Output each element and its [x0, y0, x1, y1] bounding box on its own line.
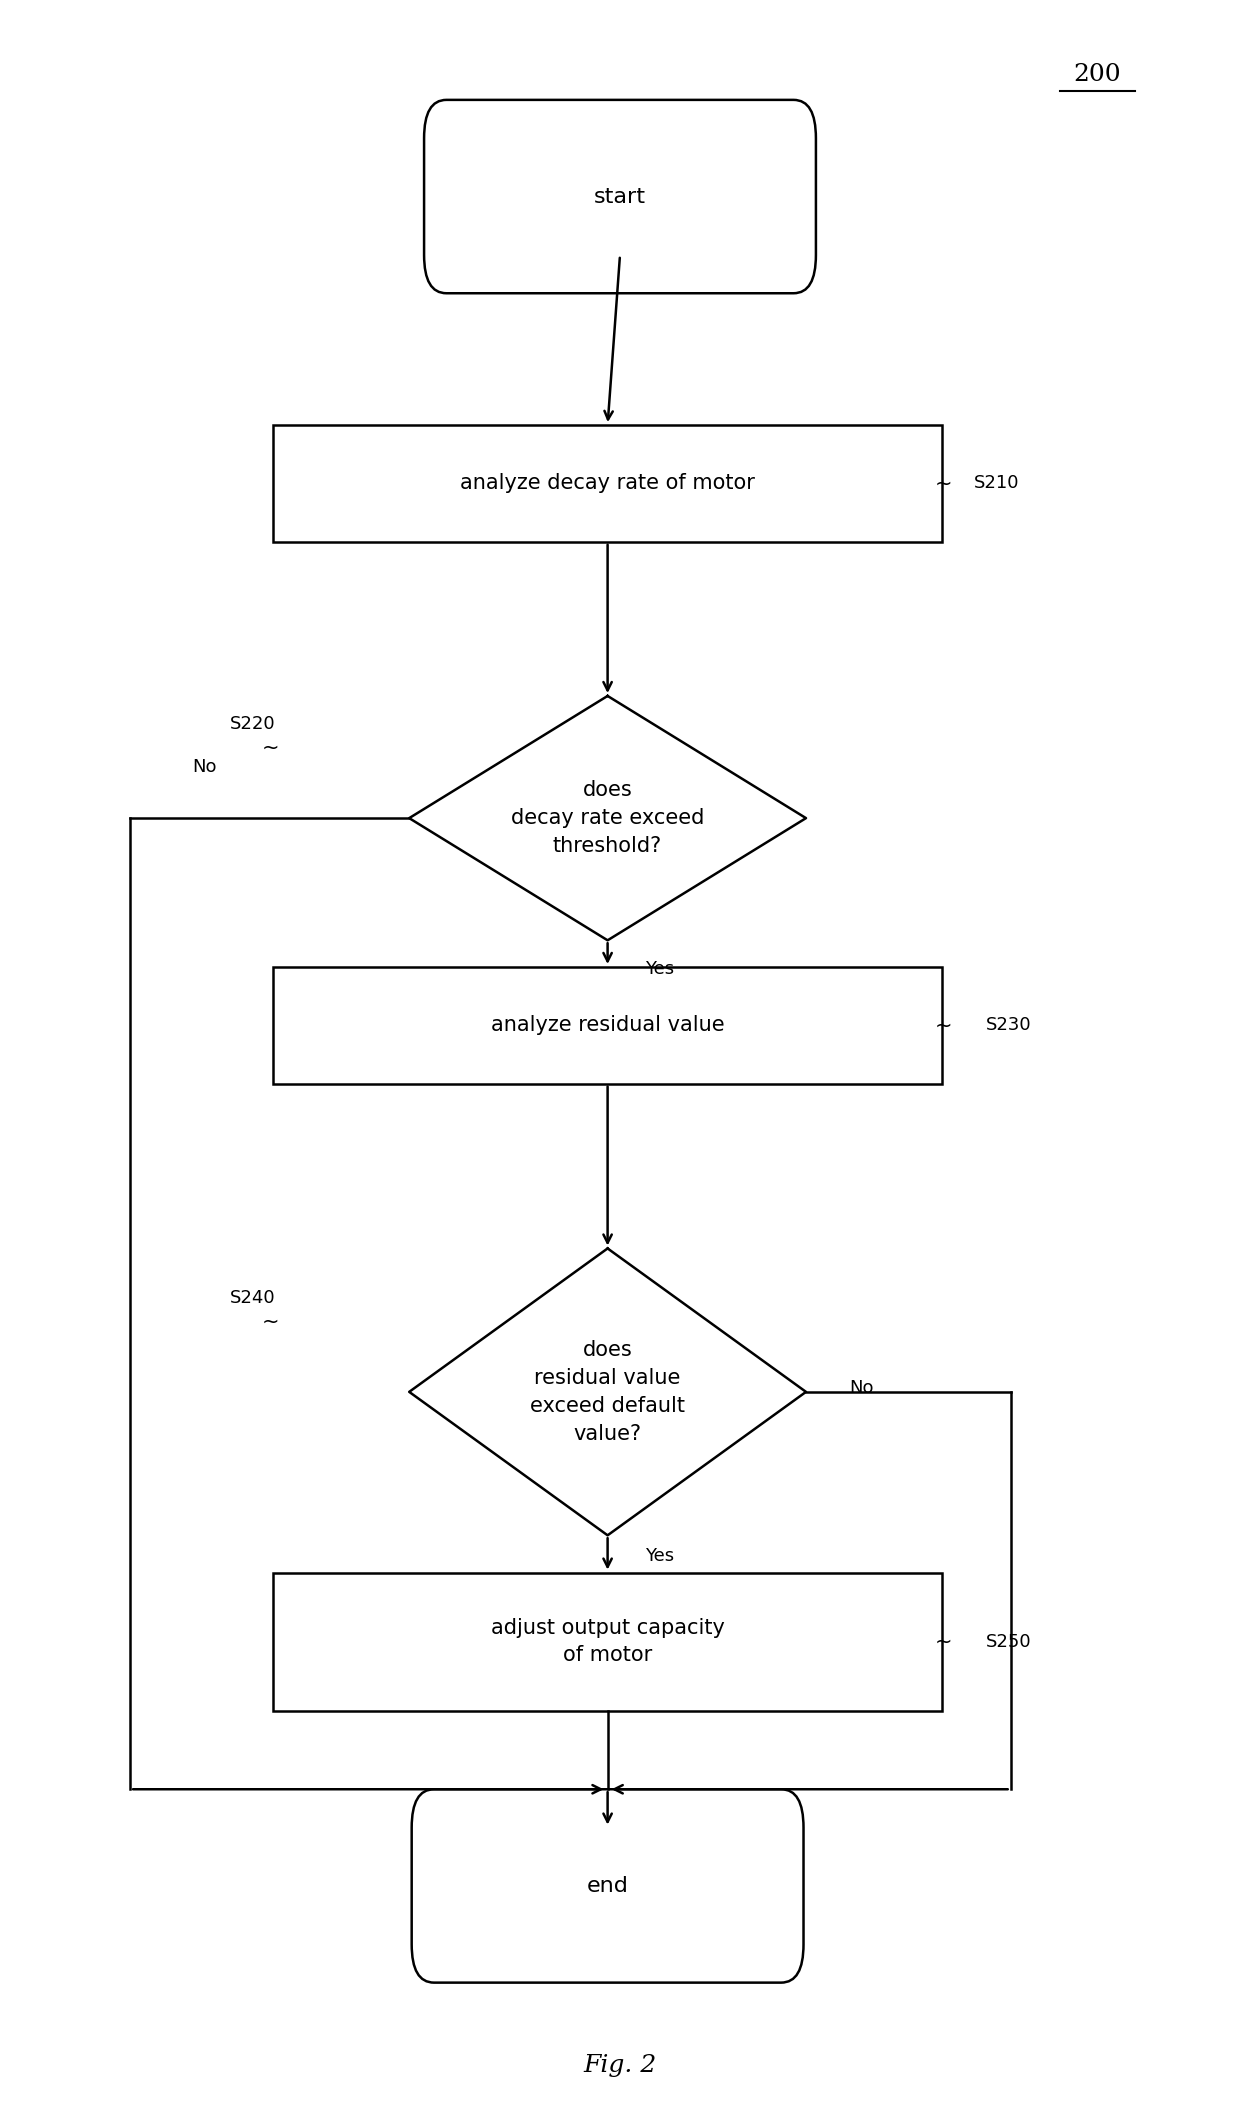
Text: S230: S230	[986, 1016, 1032, 1035]
Text: ~: ~	[262, 1311, 279, 1332]
Text: S250: S250	[986, 1632, 1032, 1651]
Polygon shape	[409, 697, 806, 939]
Text: 200: 200	[1074, 64, 1121, 85]
Text: S240: S240	[229, 1290, 275, 1307]
Text: ~: ~	[262, 737, 279, 759]
Bar	[273, 425, 942, 542]
Text: Yes: Yes	[645, 960, 673, 978]
Text: S210: S210	[973, 474, 1019, 493]
FancyBboxPatch shape	[424, 100, 816, 293]
Text: S220: S220	[229, 716, 275, 733]
Bar	[273, 967, 942, 1084]
Text: ~: ~	[935, 1632, 952, 1651]
Bar	[273, 1572, 942, 1711]
Text: ~: ~	[935, 474, 952, 493]
Text: Fig. 2: Fig. 2	[583, 2055, 657, 2076]
Polygon shape	[409, 1247, 806, 1534]
Text: analyze decay rate of motor: analyze decay rate of motor	[460, 474, 755, 493]
Text: end: end	[587, 1876, 629, 1896]
Text: Yes: Yes	[645, 1547, 673, 1564]
Text: does
residual value
exceed default
value?: does residual value exceed default value…	[531, 1341, 684, 1443]
Text: No: No	[849, 1379, 874, 1396]
Text: adjust output capacity
of motor: adjust output capacity of motor	[491, 1619, 724, 1664]
FancyBboxPatch shape	[412, 1789, 804, 1983]
Text: start: start	[594, 187, 646, 206]
Text: does
decay rate exceed
threshold?: does decay rate exceed threshold?	[511, 780, 704, 856]
Text: ~: ~	[935, 1016, 952, 1035]
Text: analyze residual value: analyze residual value	[491, 1016, 724, 1035]
Text: No: No	[192, 759, 217, 776]
